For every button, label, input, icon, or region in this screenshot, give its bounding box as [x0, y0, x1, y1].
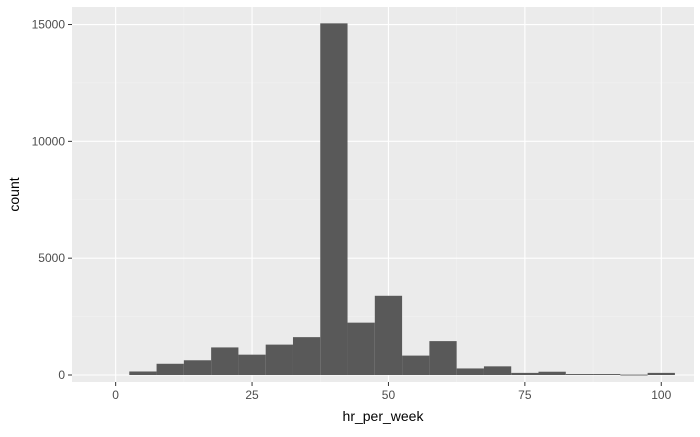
histogram-bar — [292, 337, 321, 375]
histogram-bar — [620, 374, 648, 376]
histogram-bar — [211, 347, 239, 375]
histogram-bar — [647, 372, 675, 375]
histogram-bar — [238, 354, 266, 375]
histogram-bar — [265, 344, 293, 375]
x-tick-label: 0 — [112, 388, 119, 402]
histogram-bar — [565, 374, 594, 375]
y-tick-label: 10000 — [32, 134, 66, 148]
y-tick-label: 15000 — [32, 18, 66, 32]
histogram-bar — [511, 372, 539, 375]
histogram-bar — [129, 371, 157, 375]
histogram-bar — [402, 355, 430, 375]
x-tick-label: 75 — [518, 388, 532, 402]
x-tick-label: 25 — [245, 388, 259, 402]
y-tick-label: 5000 — [38, 251, 65, 265]
x-tick-label: 50 — [382, 388, 396, 402]
histogram-bar — [538, 371, 566, 375]
histogram-bar — [183, 360, 212, 375]
histogram-bar — [374, 295, 403, 375]
histogram-bar — [593, 374, 621, 375]
x-tick-label: 100 — [651, 388, 671, 402]
x-axis-title: hr_per_week — [343, 408, 425, 424]
plot-panel: 0 25 50 75 100 0 5000 10000 15000 — [32, 7, 694, 402]
histogram-bar — [156, 363, 184, 375]
y-tick-label: 0 — [58, 368, 65, 382]
histogram-bar — [456, 368, 484, 375]
histogram-bar — [347, 322, 375, 375]
y-axis-title: count — [6, 177, 22, 211]
histogram-bar — [429, 341, 457, 375]
histogram-bar — [320, 23, 348, 375]
histogram-bar — [483, 366, 512, 375]
